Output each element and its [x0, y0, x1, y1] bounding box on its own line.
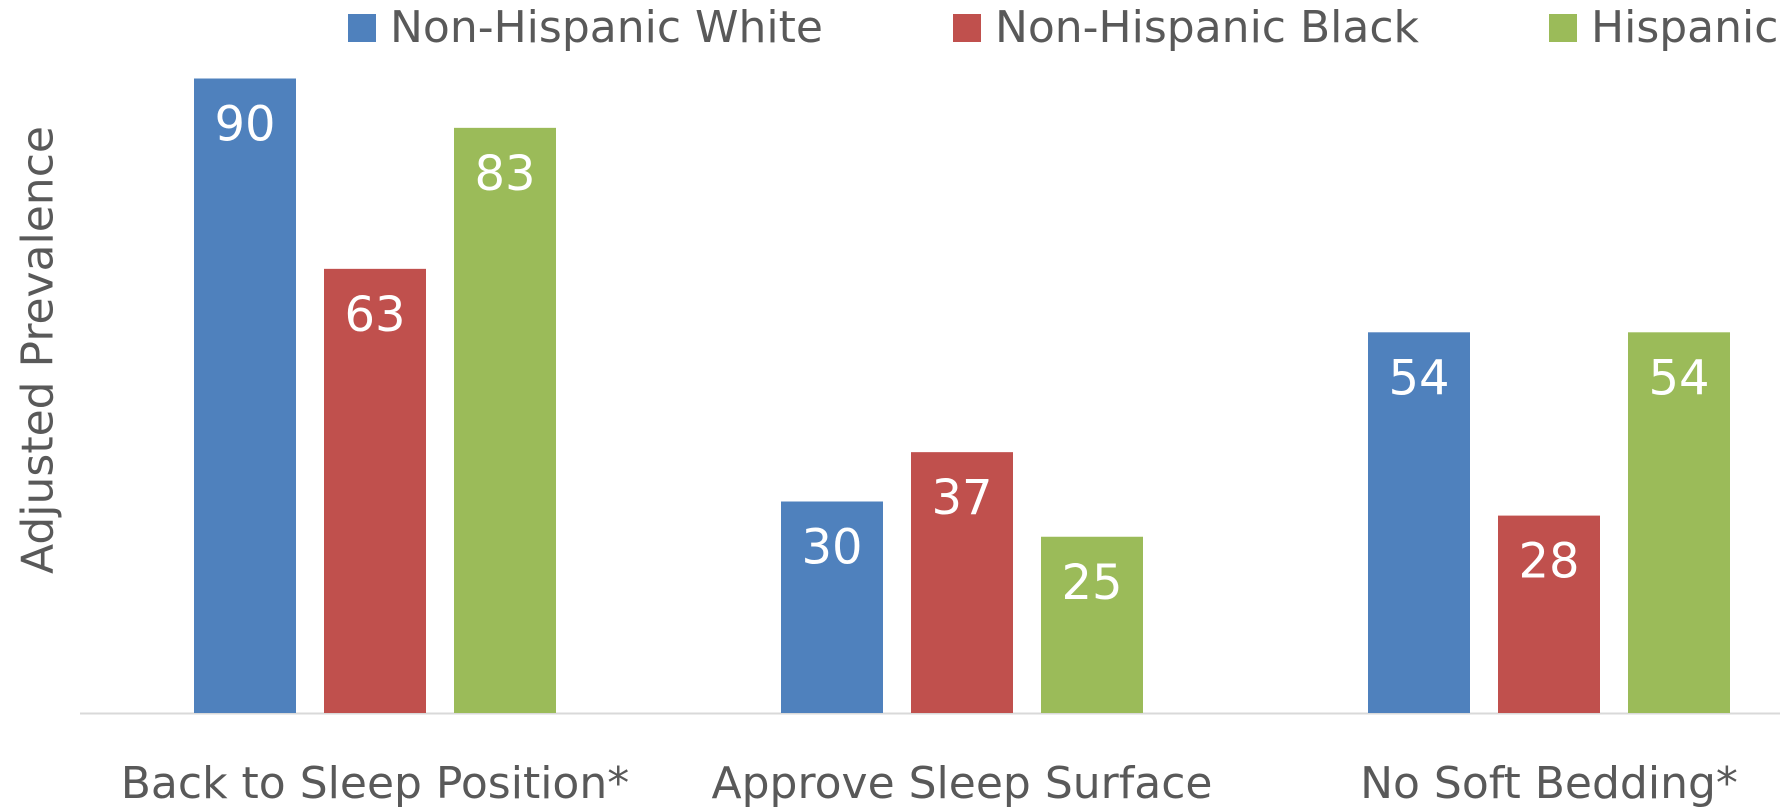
legend-label-series-0: Non-Hispanic White — [390, 2, 823, 53]
legend: Non-Hispanic White Non-Hispanic Black Hi… — [348, 2, 1778, 53]
data-label-series-0-category-2: 54 — [1388, 350, 1449, 406]
bar-series-1-category-0 — [324, 268, 426, 713]
data-label-series-1-category-0: 63 — [344, 287, 405, 343]
bar-series-1-category-2 — [1498, 515, 1600, 713]
bar-series-2-category-1 — [1041, 536, 1143, 713]
bar-series-2-category-2 — [1628, 332, 1730, 713]
legend-label-series-2: Hispanic — [1591, 2, 1779, 53]
data-label-series-1-category-2: 28 — [1518, 534, 1579, 590]
legend-swatch-series-2 — [1549, 13, 1578, 42]
data-label-series-2-category-1: 25 — [1061, 555, 1122, 611]
bar-series-0-category-2 — [1368, 332, 1470, 713]
legend-swatch-series-1 — [952, 13, 981, 42]
legend-item-series-1: Non-Hispanic Black — [952, 2, 1420, 53]
legend-item-series-2: Hispanic — [1549, 2, 1778, 53]
category-label-0: Back to Sleep Position* — [120, 758, 630, 809]
bar-series-1-category-1 — [911, 452, 1013, 713]
bar-series-2-category-0 — [454, 127, 556, 714]
category-label-2: No Soft Bedding* — [1360, 758, 1738, 809]
bar-series-0-category-0 — [194, 78, 296, 713]
data-label-series-2-category-2: 54 — [1648, 350, 1709, 406]
bar-series-0-category-1 — [781, 501, 883, 713]
data-label-series-0-category-0: 90 — [214, 97, 275, 153]
legend-item-series-0: Non-Hispanic White — [348, 2, 823, 53]
category-label-1: Approve Sleep Surface — [711, 758, 1213, 809]
legend-swatch-series-0 — [348, 13, 376, 42]
data-label-series-0-category-1: 30 — [801, 520, 862, 576]
data-label-series-2-category-0: 83 — [474, 146, 535, 202]
data-label-series-1-category-1: 37 — [931, 470, 992, 526]
legend-label-series-1: Non-Hispanic Black — [994, 2, 1420, 53]
